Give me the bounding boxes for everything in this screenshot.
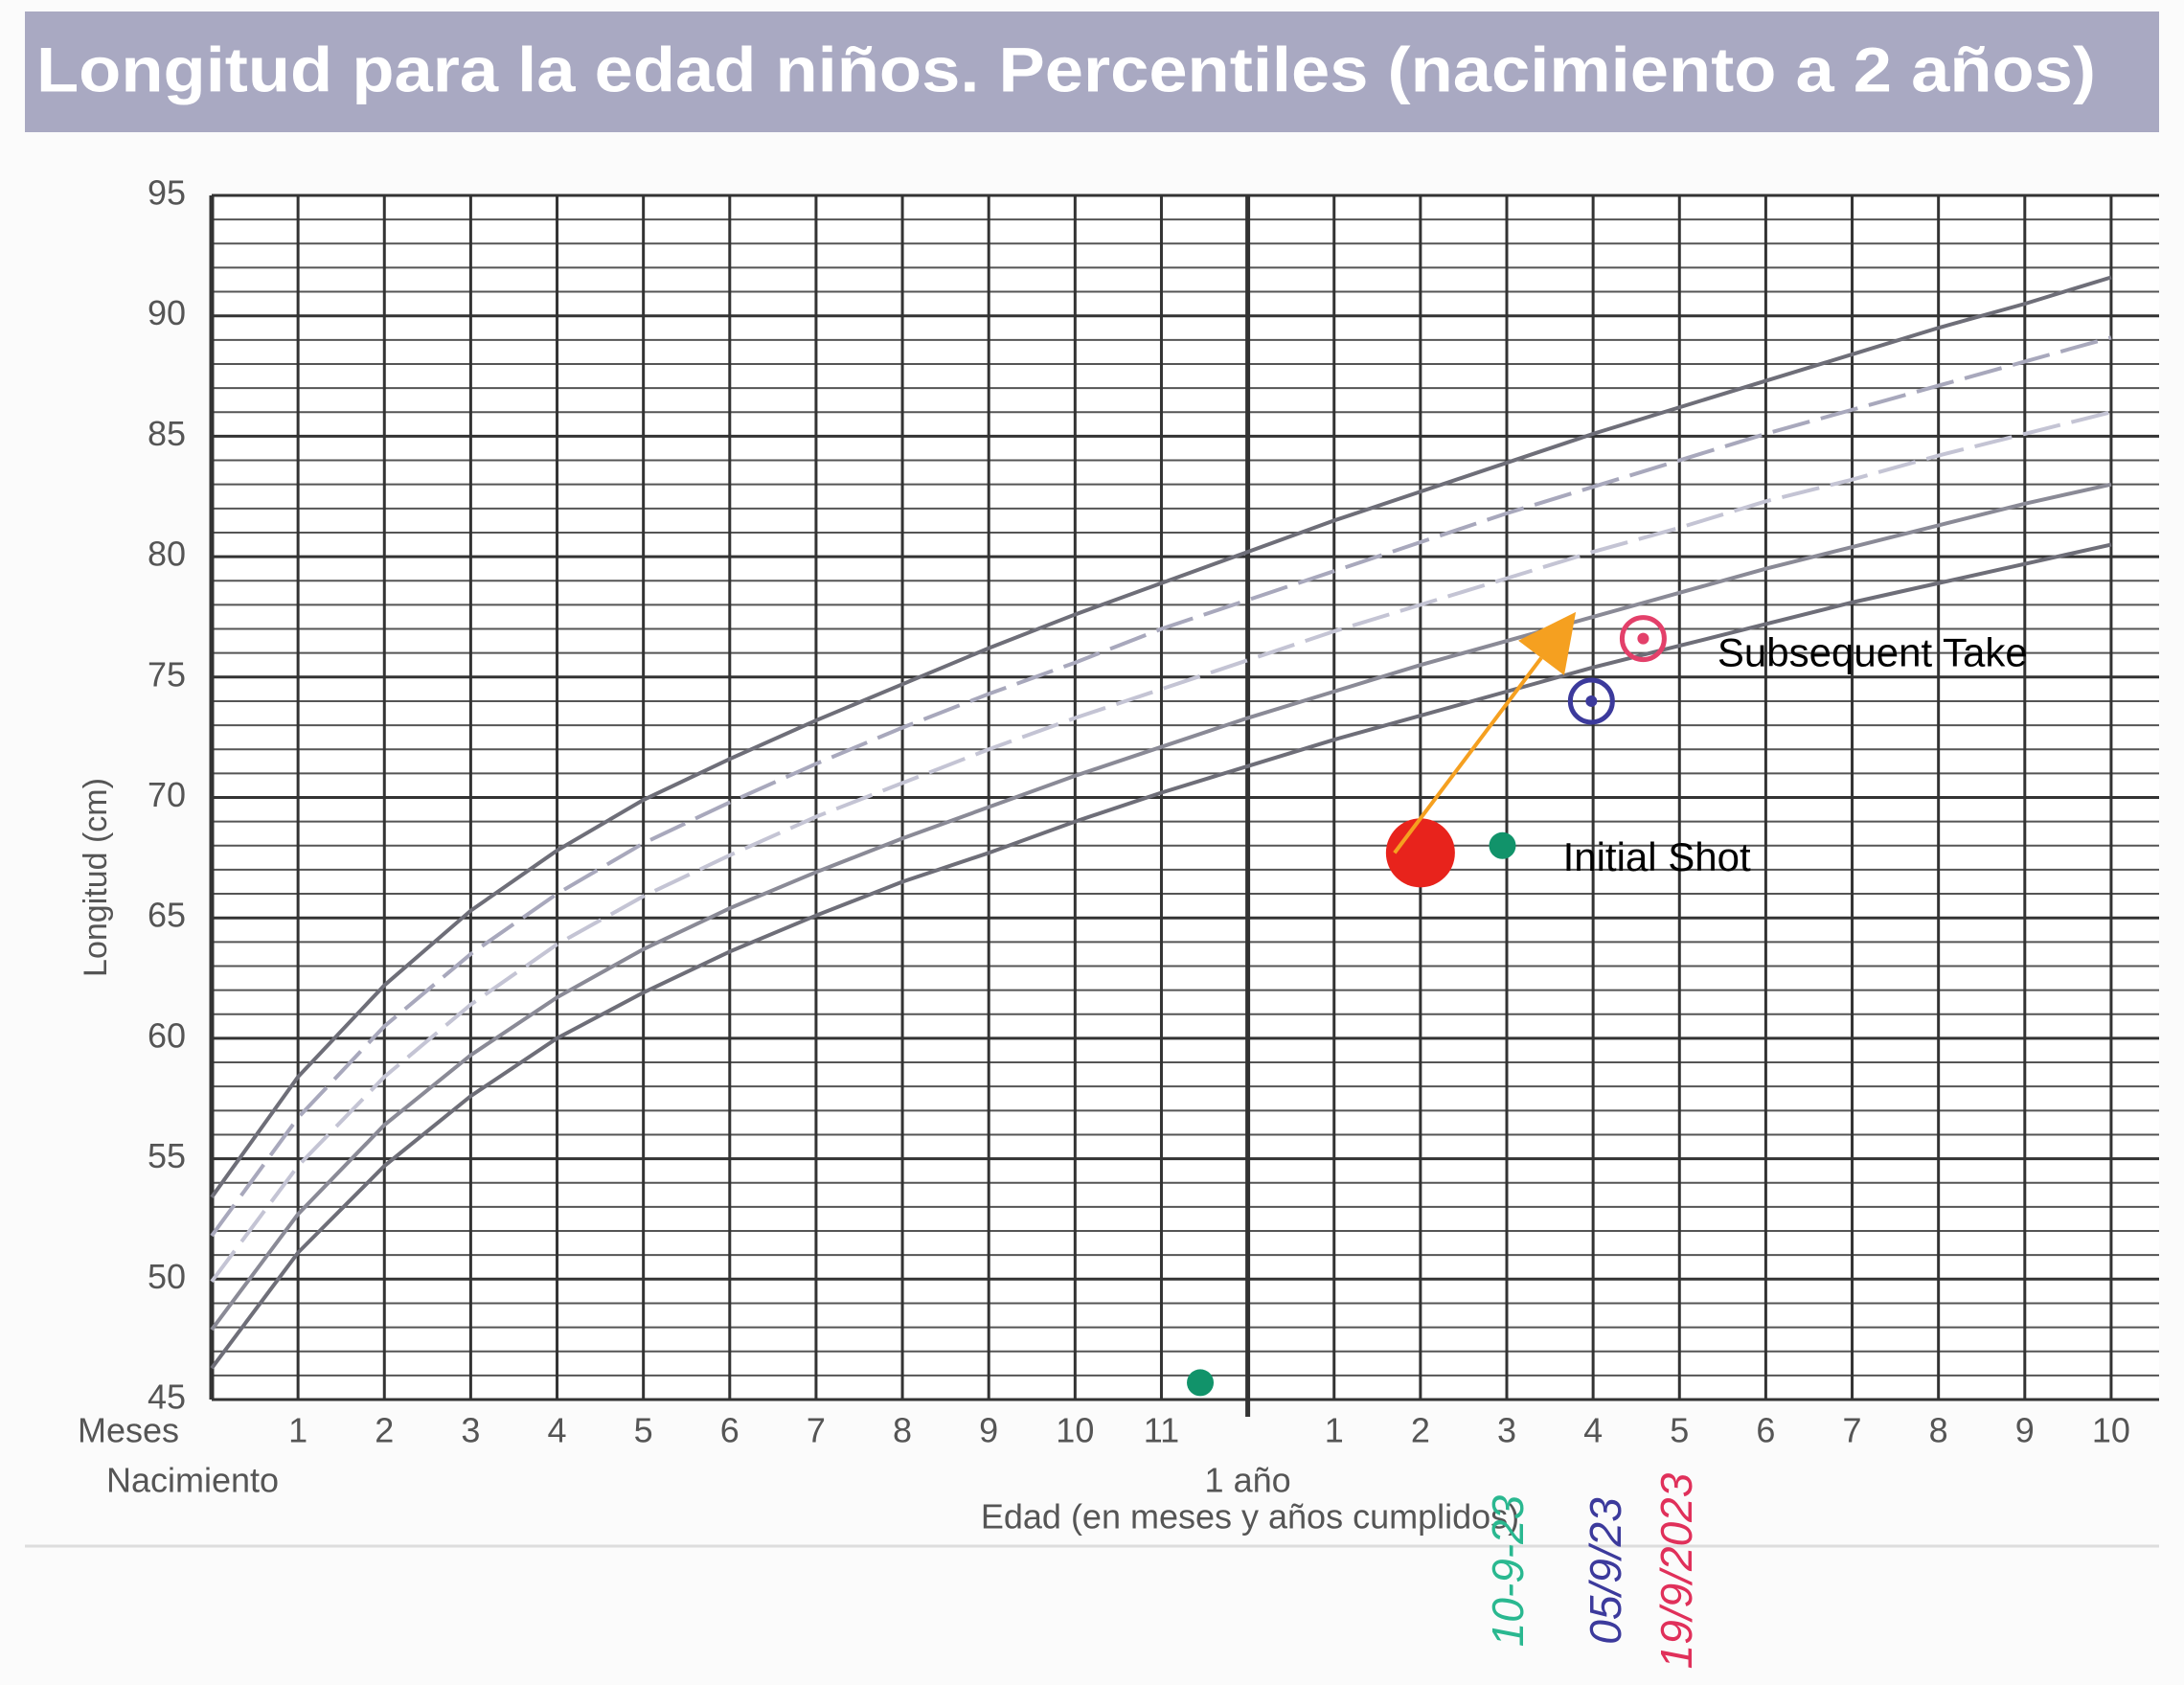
percentile-curve	[210, 482, 2112, 1332]
x-tick-label: 4	[1583, 1411, 1603, 1450]
point-marker	[1385, 818, 1455, 888]
x-tick-label: 2	[1411, 1411, 1430, 1450]
x-tick-label: 5	[634, 1411, 653, 1450]
y-tick-label: 90	[148, 293, 186, 332]
handwritten-date: 10-9-23	[1483, 1494, 1533, 1647]
point-marker	[1489, 831, 1516, 859]
x-row-label: Meses	[78, 1411, 179, 1450]
y-tick-label: 55	[148, 1136, 186, 1175]
annotation: Subsequent Take	[1718, 629, 2028, 674]
x-tick-label: 2	[375, 1411, 394, 1450]
ring-marker	[1619, 615, 1667, 663]
y-tick-label: 85	[148, 414, 186, 453]
arrow-shaft	[1393, 656, 1543, 854]
x-tick-label: 8	[1929, 1411, 1948, 1450]
chart-title: Longitud para la edad niños. Percentiles…	[36, 34, 2096, 104]
x-tick-label: 9	[2015, 1411, 2035, 1450]
x-tick-label: 9	[979, 1411, 998, 1450]
handwritten-date: 05/9/23	[1581, 1497, 1630, 1645]
x-tick-label: 1	[1325, 1411, 1344, 1450]
y-tick-label: 50	[148, 1257, 186, 1296]
x-tick-label: 8	[893, 1411, 912, 1450]
arrow-head	[1518, 611, 1577, 675]
ring-center	[1637, 632, 1649, 645]
x-tick-label: 6	[720, 1411, 739, 1450]
point-marker	[1187, 1369, 1215, 1397]
x-tick-label: 1	[288, 1411, 307, 1450]
y-axis-label: Longitud (cm)	[78, 778, 114, 977]
x-tick-label: 5	[1670, 1411, 1689, 1450]
x-tick-label: 10	[2092, 1411, 2130, 1450]
handwritten-date: 19/9/2023	[1651, 1472, 1701, 1669]
y-tick-label: 80	[148, 535, 186, 574]
x-tick-label: 3	[461, 1411, 480, 1450]
percentile-curve	[210, 542, 2112, 1370]
x-tick-label: 7	[807, 1411, 826, 1450]
x-tick-label: 4	[548, 1411, 567, 1450]
percentile-curve	[210, 275, 2112, 1198]
x-tick-label: 7	[1843, 1411, 1862, 1450]
x-tick-label: 3	[1497, 1411, 1516, 1450]
x-tick-label: 10	[1056, 1411, 1094, 1450]
y-tick-label: 45	[148, 1378, 186, 1417]
y-tick-label: 75	[148, 654, 186, 694]
x-tick-label: Nacimiento	[106, 1461, 279, 1500]
x-tick-label: 11	[1144, 1411, 1179, 1450]
title-banner	[25, 11, 2159, 132]
annotation: Initial Shot	[1563, 834, 1751, 879]
x-tick-label: 1 año	[1205, 1461, 1291, 1500]
ring-marker	[1567, 677, 1615, 725]
y-tick-label: 60	[148, 1015, 186, 1055]
percentile-curve	[210, 335, 2112, 1238]
x-axis-label: Edad (en meses y años cumplidos)	[981, 1497, 1519, 1537]
x-tick-label: 6	[1756, 1411, 1775, 1450]
ring-center	[1585, 694, 1598, 707]
y-tick-label: 95	[148, 173, 186, 213]
y-tick-label: 70	[148, 775, 186, 814]
y-tick-label: 65	[148, 896, 186, 935]
percentile-curve	[210, 410, 2112, 1284]
